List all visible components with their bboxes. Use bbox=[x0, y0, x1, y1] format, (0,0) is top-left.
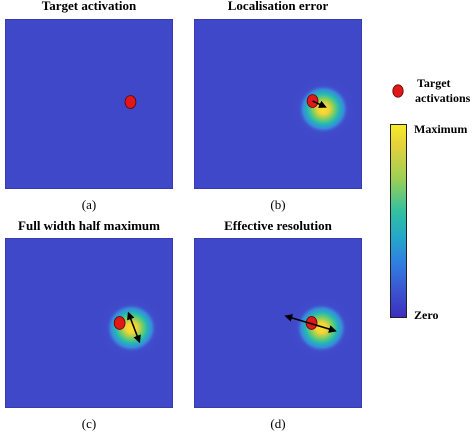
panel-c-heatmap bbox=[5, 238, 173, 408]
panel-c-title: Full width half maximum bbox=[18, 218, 160, 233]
fwhm-arrow bbox=[127, 311, 141, 344]
legend-marker-icon bbox=[392, 84, 404, 98]
panel-b-caption: (b) bbox=[270, 197, 286, 212]
target-activation-marker bbox=[124, 95, 137, 109]
panel-b-title: Localisation error bbox=[227, 0, 329, 13]
panel-d-caption: (d) bbox=[270, 416, 286, 431]
panel-a-title: Target activation bbox=[41, 0, 137, 13]
panel-c-caption: (c) bbox=[81, 416, 97, 431]
target-activation-marker bbox=[306, 94, 319, 108]
panel-b-heatmap bbox=[194, 19, 362, 189]
localisation-error-arrow bbox=[312, 100, 327, 108]
colorbar-max-label: Maximum bbox=[414, 122, 468, 136]
colorbar bbox=[390, 124, 407, 318]
effective-resolution-arrow bbox=[284, 314, 337, 333]
panel-d-heatmap bbox=[194, 238, 362, 408]
legend-marker-label-line2: activations bbox=[415, 91, 471, 105]
panel-a-caption: (a) bbox=[81, 197, 97, 212]
legend-marker-label-line1: Target bbox=[417, 76, 451, 90]
panel-d-title: Effective resolution bbox=[224, 218, 332, 233]
target-activation-marker bbox=[113, 316, 126, 330]
colorbar-min-label: Zero bbox=[414, 308, 439, 322]
panel-a-heatmap bbox=[5, 19, 173, 189]
